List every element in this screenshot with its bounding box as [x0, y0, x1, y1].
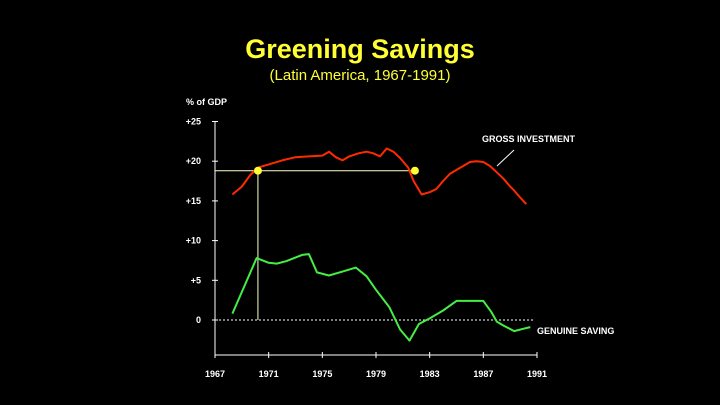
x-tick-label: 1975: [312, 369, 332, 379]
highlight-marker: [410, 166, 419, 175]
x-tick-label: 1971: [259, 369, 279, 379]
x-tick-label: 1991: [527, 369, 547, 379]
x-tick-label: 1967: [205, 369, 225, 379]
y-tick-label: +20: [186, 156, 201, 166]
y-axis-label: % of GDP: [186, 97, 227, 107]
x-tick-label: 1987: [473, 369, 493, 379]
x-tick-label: 1979: [366, 369, 386, 379]
y-tick-label: +15: [186, 196, 201, 206]
highlight-marker: [253, 166, 262, 175]
genuine-saving-label: GENUINE SAVING: [537, 326, 614, 336]
y-tick-label: +10: [186, 236, 201, 246]
chart-subtitle: (Latin America, 1967-1991): [269, 67, 451, 84]
gross-investment-label: GROSS INVESTMENT: [482, 134, 576, 144]
gross-investment-line: [231, 147, 528, 205]
genuine-saving-line: [231, 253, 531, 342]
gross-investment-pointer: [496, 149, 515, 167]
y-tick-label: 0: [196, 315, 201, 325]
y-tick-label: +5: [191, 275, 201, 285]
y-tick-label: +25: [186, 117, 201, 127]
chart-title: Greening Savings: [245, 34, 475, 64]
x-tick-label: 1983: [420, 369, 440, 379]
